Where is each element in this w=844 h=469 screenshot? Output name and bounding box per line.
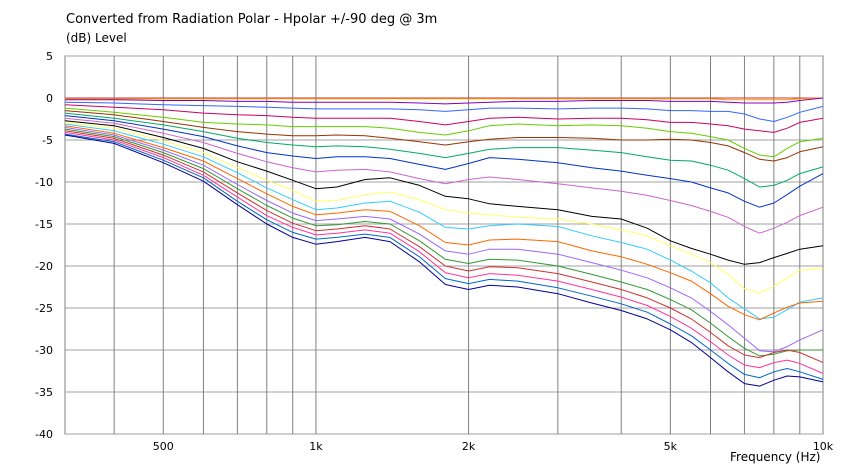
y-tick-label: -30 [35,344,53,357]
series-line [64,104,824,133]
curves [64,97,824,387]
x-tick-label: 5k [664,440,678,453]
series-line [64,125,824,321]
grid-lines [65,55,824,435]
x-tick-label: 2k [462,440,476,453]
y-tick-label: -10 [35,176,53,189]
series-line [64,130,824,364]
series-line [64,117,824,234]
series-line [64,101,824,122]
x-tick-label: 10k [813,440,834,453]
y-tick-label: -20 [35,260,53,273]
x-axis-label: Frequency (Hz) [730,450,821,464]
series-line [64,112,824,188]
series-line [64,126,824,353]
y-tick-label: -40 [35,428,53,441]
y-tick-label: -25 [35,302,53,315]
series-line [65,97,824,105]
y-tick-labels: 5 0 -5 -10 -15 -20 -25 -30 -35 -40 [35,50,53,441]
x-tick-label: 1k [309,440,323,453]
chart-title: Converted from Radiation Polar - Hpolar … [66,12,438,27]
y-tick-label: 0 [46,92,53,105]
series-line [65,97,824,101]
series-line [64,123,824,320]
y-tick-label: -35 [35,386,53,399]
series-line [64,121,824,294]
x-tick-labels: 500 1k 2k 5k 10k [153,440,834,453]
series-line [64,115,824,208]
series-line [64,120,824,265]
y-tick-label: -5 [42,134,53,147]
series-line [64,128,823,357]
series-line [64,133,824,380]
plot-area [64,55,824,435]
series-line [64,107,824,158]
y-tick-label: 5 [46,50,53,63]
series-line [64,110,824,162]
y-tick-label: -15 [35,218,53,231]
series-line [64,134,824,387]
y-axis-label: (dB) Level [66,31,127,45]
x-tick-label: 500 [153,440,174,453]
series-line [64,131,824,374]
